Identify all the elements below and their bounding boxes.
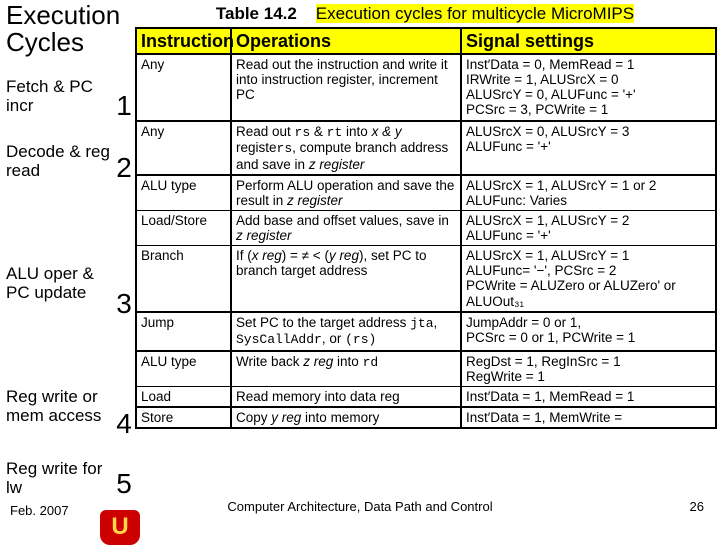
header-instruction: Instruction	[136, 28, 231, 54]
cell-signal-settings: Inst′Data = 0, MemRead = 1 IRWrite = 1, …	[461, 54, 716, 120]
table-row: BranchIf (x reg) = ≠ < (y reg), set PC t…	[136, 246, 716, 312]
stage-number: 5	[113, 468, 135, 500]
table-row: ALU typeWrite back z reg into rdRegDst =…	[136, 351, 716, 387]
cell-operations: If (x reg) = ≠ < (y reg), set PC to bran…	[231, 246, 461, 312]
table-row: StoreCopy y reg into memoryInst′Data = 1…	[136, 407, 716, 428]
table-row: Load/StoreAdd base and offset values, sa…	[136, 211, 716, 246]
cell-instruction: Branch	[136, 246, 231, 312]
cell-operations: Read out rs & rt into x & y registers, c…	[231, 121, 461, 175]
footer-page-number: 26	[690, 499, 704, 514]
cell-signal-settings: ALUSrcX = 1, ALUSrcY = 1 or 2 ALUFunc: V…	[461, 175, 716, 211]
header-operations: Operations	[231, 28, 461, 54]
cell-signal-settings: RegDst = 1, RegInSrc = 1 RegWrite = 1	[461, 351, 716, 387]
cell-instruction: Load	[136, 386, 231, 407]
table-row: LoadRead memory into data regInst′Data =…	[136, 386, 716, 407]
caption-text: Execution cycles for multicycle MicroMIP…	[316, 4, 634, 23]
cell-signal-settings: ALUSrcX = 1, ALUSrcY = 2 ALUFunc = '+'	[461, 211, 716, 246]
cell-operations: Read memory into data reg	[231, 386, 461, 407]
cell-signal-settings: Inst′Data = 1, MemRead = 1	[461, 386, 716, 407]
table-row: JumpSet PC to the target address jta, Sy…	[136, 312, 716, 351]
table-header-row: Instruction Operations Signal settings	[136, 28, 716, 54]
cell-instruction: Any	[136, 54, 231, 120]
cell-instruction: Jump	[136, 312, 231, 351]
cell-signal-settings: ALUSrcX = 0, ALUSrcY = 3 ALUFunc = '+'	[461, 121, 716, 175]
cell-operations: Write back z reg into rd	[231, 351, 461, 387]
stage-label: Reg write or mem access	[6, 388, 111, 425]
slide: Execution Cycles Fetch & PC incr1Decode …	[0, 0, 720, 540]
stage-number: 1	[113, 90, 135, 122]
cell-signal-settings: ALUSrcX = 1, ALUSrcY = 1 ALUFunc= '−', P…	[461, 246, 716, 312]
stage-number: 4	[113, 408, 135, 440]
cell-operations: Add base and offset values, save in z re…	[231, 211, 461, 246]
cell-instruction: ALU type	[136, 175, 231, 211]
cell-operations: Copy y reg into memory	[231, 407, 461, 428]
stage-label: Decode & reg read	[6, 143, 111, 180]
stage-label: Fetch & PC incr	[6, 78, 111, 115]
stage-label: ALU oper & PC update	[6, 265, 111, 302]
stage-number: 3	[113, 288, 135, 320]
content-area: Table 14.2 Execution cycles for multicyc…	[135, 4, 715, 429]
table-row: ALU typePerform ALU operation and save t…	[136, 175, 716, 211]
page-title: Execution Cycles	[6, 2, 131, 57]
execution-cycles-table: Instruction Operations Signal settings A…	[135, 27, 717, 429]
cell-instruction: ALU type	[136, 351, 231, 387]
table-caption: Table 14.2 Execution cycles for multicyc…	[135, 4, 715, 24]
stage-number: 2	[113, 152, 135, 184]
cell-instruction: Load/Store	[136, 211, 231, 246]
table-row: AnyRead out rs & rt into x & y registers…	[136, 121, 716, 175]
cell-instruction: Any	[136, 121, 231, 175]
cell-signal-settings: Inst′Data = 1, MemWrite =	[461, 407, 716, 428]
cell-operations: Set PC to the target address jta, SysCal…	[231, 312, 461, 351]
cell-signal-settings: JumpAddr = 0 or 1, PCSrc = 0 or 1, PCWri…	[461, 312, 716, 351]
stage-label: Reg write for lw	[6, 460, 111, 497]
caption-prefix: Table 14.2	[216, 4, 297, 23]
cell-operations: Read out the instruction and write it in…	[231, 54, 461, 120]
cell-instruction: Store	[136, 407, 231, 428]
table-row: AnyRead out the instruction and write it…	[136, 54, 716, 120]
cell-operations: Perform ALU operation and save the resul…	[231, 175, 461, 211]
left-column: Execution Cycles Fetch & PC incr1Decode …	[0, 0, 135, 540]
header-signal-settings: Signal settings	[461, 28, 716, 54]
